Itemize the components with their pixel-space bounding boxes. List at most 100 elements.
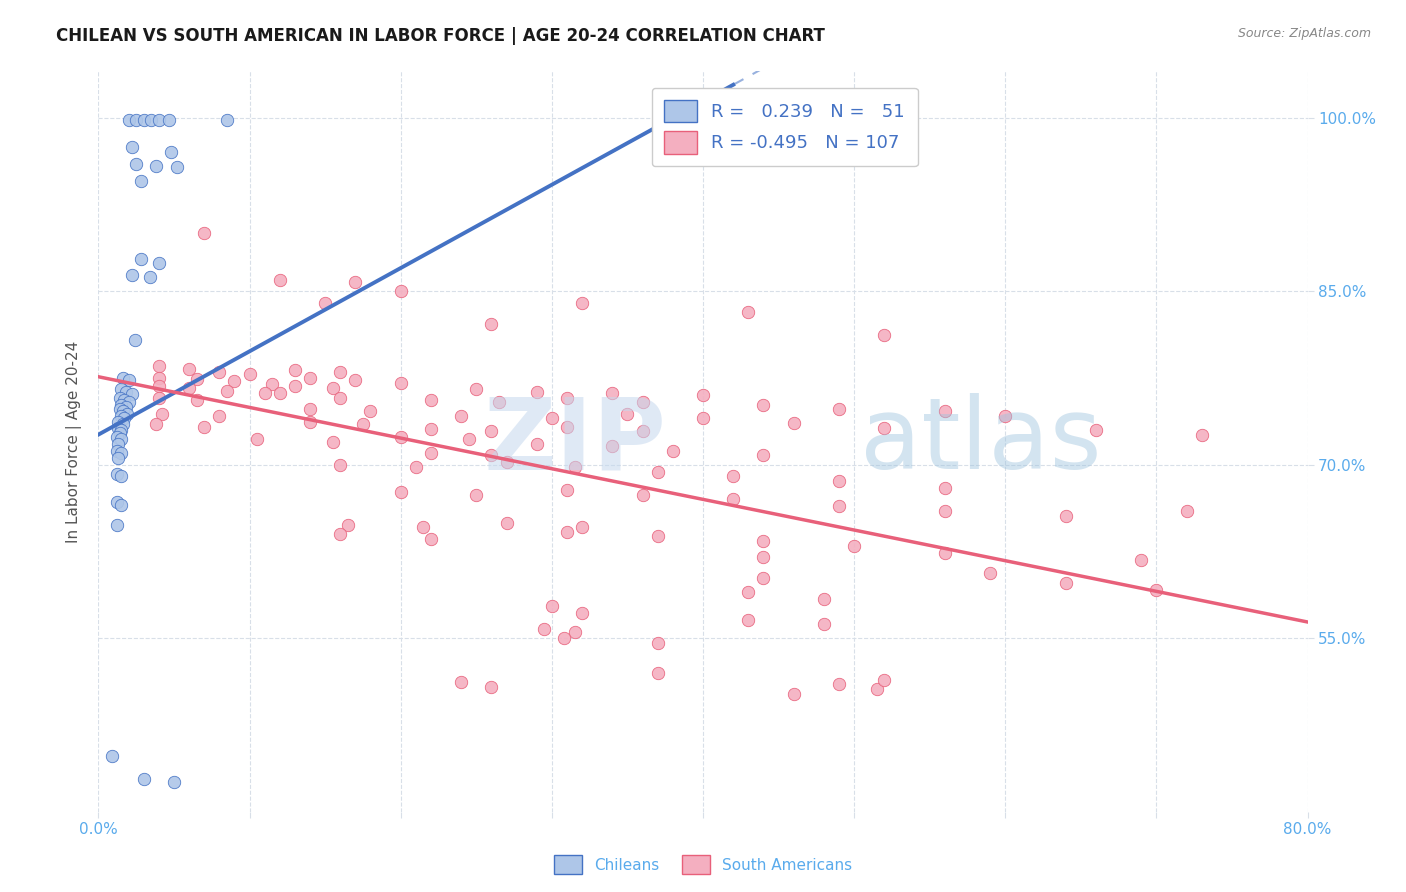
Point <box>481 680 503 694</box>
Legend: Chileans, South Americans: Chileans, South Americans <box>548 849 858 880</box>
Point <box>299 402 322 417</box>
Point <box>450 409 472 423</box>
Point <box>389 485 412 500</box>
Point <box>284 363 307 377</box>
Point <box>208 409 231 423</box>
Point <box>159 112 181 127</box>
Point <box>420 532 443 546</box>
Point <box>352 417 374 432</box>
Point <box>631 488 654 502</box>
Point <box>114 384 136 399</box>
Point <box>828 677 851 691</box>
Point <box>553 631 575 645</box>
Point <box>602 386 624 401</box>
Point <box>132 772 155 787</box>
Point <box>163 774 186 789</box>
Text: atlas: atlas <box>860 393 1102 490</box>
Point <box>150 407 173 421</box>
Point <box>112 411 135 425</box>
Point <box>118 112 141 127</box>
Point <box>110 383 132 397</box>
Point <box>1130 552 1153 566</box>
Point <box>571 520 593 534</box>
Point <box>540 599 562 613</box>
Point <box>110 423 132 437</box>
Point <box>108 402 131 417</box>
Point <box>465 488 488 502</box>
Point <box>465 383 488 397</box>
Point <box>934 546 956 560</box>
Point <box>284 379 307 393</box>
Point <box>121 387 143 401</box>
Point <box>110 409 132 423</box>
Point <box>555 419 578 434</box>
Point <box>994 409 1017 423</box>
Point <box>873 673 896 687</box>
Point <box>336 517 359 532</box>
Point <box>269 272 291 286</box>
Point <box>105 494 128 508</box>
Point <box>813 617 835 632</box>
Point <box>344 275 367 289</box>
Point <box>111 404 134 418</box>
Point <box>631 424 654 438</box>
Point <box>571 295 593 310</box>
Point <box>692 411 714 425</box>
Point <box>329 527 352 541</box>
Point <box>299 415 322 429</box>
Point <box>105 517 128 532</box>
Point <box>239 368 262 382</box>
Point <box>555 483 578 497</box>
Legend: R =   0.239   N =   51, R = -0.495   N = 107: R = 0.239 N = 51, R = -0.495 N = 107 <box>652 87 918 166</box>
Point <box>111 371 134 385</box>
Point <box>420 446 443 460</box>
Point <box>107 437 129 451</box>
Point <box>737 613 759 627</box>
Point <box>647 465 669 479</box>
Point <box>179 361 201 376</box>
Point <box>253 386 276 401</box>
Point <box>110 498 132 512</box>
Point <box>631 395 654 409</box>
Point <box>148 391 170 405</box>
Point <box>412 520 434 534</box>
Point <box>208 365 231 379</box>
Point <box>125 112 148 127</box>
Point <box>647 665 669 680</box>
Point <box>129 174 152 188</box>
Point <box>481 424 503 438</box>
Point <box>215 384 238 398</box>
Point <box>111 417 134 432</box>
Point <box>139 270 162 285</box>
Point <box>322 381 344 395</box>
Point <box>108 426 131 441</box>
Point <box>934 504 956 518</box>
Point <box>934 481 956 495</box>
Point <box>481 317 503 331</box>
Point <box>979 566 1001 581</box>
Point <box>481 449 503 463</box>
Point <box>723 492 745 507</box>
Point <box>450 675 472 690</box>
Point <box>344 373 367 387</box>
Point <box>813 591 835 606</box>
Point <box>145 159 167 173</box>
Point <box>647 529 669 543</box>
Point <box>124 333 146 347</box>
Point <box>246 432 269 446</box>
Point <box>108 391 131 405</box>
Text: ZIP: ZIP <box>484 393 666 490</box>
Point <box>269 386 291 401</box>
Point <box>148 112 170 127</box>
Point <box>329 458 352 472</box>
Point <box>115 407 138 421</box>
Point <box>107 420 129 434</box>
Point <box>148 371 170 385</box>
Point <box>389 376 412 390</box>
Point <box>752 550 775 565</box>
Point <box>495 455 517 469</box>
Point <box>262 376 284 391</box>
Point <box>125 157 148 171</box>
Point <box>148 359 170 374</box>
Point <box>602 439 624 453</box>
